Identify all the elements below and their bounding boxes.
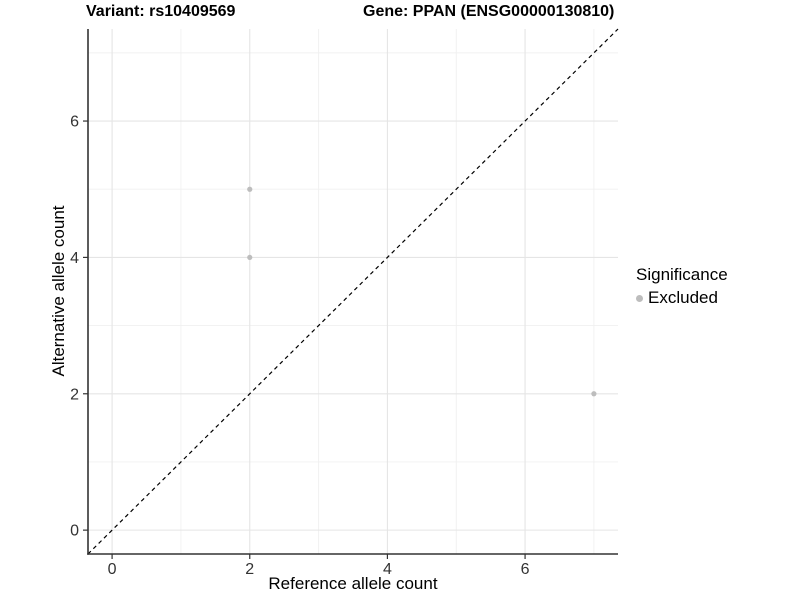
plot-title-variant: Variant: rs10409569 [86, 3, 236, 20]
y-axis-title: Alternative allele count [49, 205, 68, 377]
y-tick-label: 4 [70, 250, 79, 267]
legend-title: Significance [636, 265, 728, 284]
legend-item-excluded: Excluded [636, 288, 728, 308]
data-point [247, 186, 253, 192]
y-tick-label: 6 [70, 114, 79, 131]
legend: Significance Excluded [636, 265, 728, 308]
y-tick-label: 2 [70, 386, 79, 403]
x-tick-label: 2 [245, 561, 254, 578]
data-point [247, 254, 253, 261]
x-tick-label: 0 [108, 561, 117, 578]
y-tick-label: 0 [70, 523, 79, 540]
legend-point-swatch [636, 294, 643, 302]
identity-dashed-line [87, 28, 619, 555]
x-tick-label: 6 [521, 561, 530, 578]
plot-title-gene: Gene: PPAN (ENSG00000130810) [363, 3, 615, 20]
legend-item-label: Excluded [648, 288, 718, 307]
x-tick-label: 4 [383, 561, 392, 578]
x-axis-title: Reference allele count [268, 574, 438, 593]
data-point [591, 391, 597, 397]
